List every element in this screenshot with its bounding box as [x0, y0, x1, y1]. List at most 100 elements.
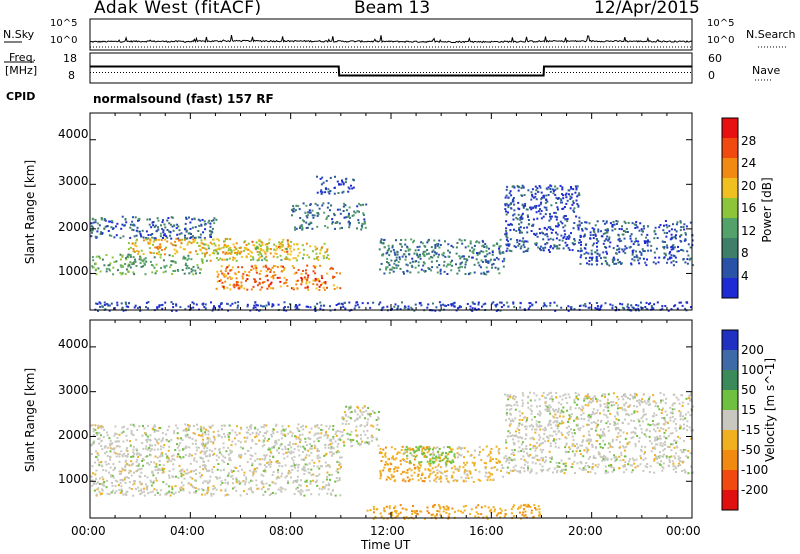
power-cell [594, 234, 597, 237]
power-cell [108, 264, 111, 266]
velocity-cell [159, 448, 162, 451]
velocity-cell [113, 434, 116, 437]
velocity-cell [529, 448, 532, 451]
power-cell [672, 244, 675, 246]
power-cell [546, 235, 549, 238]
velocity-cell [379, 450, 382, 453]
power-cell [245, 244, 248, 246]
velocity-cell [151, 471, 154, 474]
power-cell [649, 302, 652, 305]
power-cell [566, 220, 569, 223]
velocity-cell [97, 431, 100, 434]
velocity-cell [389, 467, 392, 470]
velocity-cell [310, 445, 313, 447]
velocity-cell [127, 477, 130, 479]
power-cell [664, 305, 667, 307]
power-cell [682, 226, 685, 228]
power-cell [520, 214, 523, 217]
velocity-cell [296, 479, 299, 482]
power-cell [149, 218, 151, 221]
power-cell [596, 307, 599, 310]
power-cell [638, 229, 641, 232]
power-cell [308, 256, 311, 259]
velocity-cell [224, 488, 227, 491]
power-cell [316, 247, 319, 250]
velocity-cell [630, 431, 633, 434]
power-cell [616, 258, 619, 261]
velocity-cell [338, 437, 341, 440]
power-cell [213, 217, 216, 220]
velocity-cell [642, 408, 645, 411]
power-cell [654, 256, 657, 259]
velocity-cell [207, 433, 210, 436]
power-cell [498, 272, 501, 275]
velocity-cell [321, 488, 324, 491]
velocity-cell [138, 480, 141, 483]
velocity-cell [128, 486, 131, 489]
power-cell [379, 301, 382, 304]
power-cell [96, 222, 99, 225]
power-cell [90, 225, 93, 228]
velocity-cell [567, 457, 570, 460]
power-cell [575, 199, 578, 202]
velocity-cell [104, 446, 106, 449]
velocity-cell [659, 442, 662, 444]
velocity-cell [180, 486, 183, 489]
power-cell [255, 303, 258, 306]
velocity-cell [391, 457, 394, 460]
power-cell [163, 266, 166, 269]
velocity-cell [101, 476, 104, 479]
velocity-cell [228, 458, 231, 461]
power-cell [386, 251, 389, 254]
power-cell [657, 261, 660, 264]
velocity-cell [126, 454, 129, 457]
velocity-cell [261, 482, 264, 484]
power-cell [142, 253, 145, 255]
velocity-cell [548, 421, 551, 424]
power-cell [561, 193, 563, 195]
power-cell [239, 251, 242, 254]
power-cell [345, 177, 348, 180]
velocity-cell [523, 463, 526, 466]
power-cell [223, 273, 226, 276]
velocity-cell [361, 407, 364, 409]
power-cell [625, 247, 628, 250]
velocity-cell [227, 493, 230, 496]
power-cell [684, 307, 687, 310]
power-cell [283, 250, 286, 253]
velocity-cell [95, 431, 98, 434]
power-cell [179, 246, 182, 249]
velocity-cell [146, 485, 149, 488]
velocity-cell [667, 465, 670, 467]
power-cell [526, 226, 529, 229]
power-cell [441, 253, 444, 256]
velocity-cell [491, 473, 494, 476]
power-cell [104, 219, 107, 222]
power-cell [216, 275, 219, 278]
velocity-cell [544, 440, 547, 443]
velocity-cell [444, 455, 447, 458]
power-cell [510, 202, 513, 205]
power-cell [202, 302, 205, 305]
power-cell [391, 246, 394, 249]
velocity-cell [158, 463, 161, 466]
velocity-cell [653, 428, 655, 431]
velocity-cell [227, 446, 230, 449]
velocity-cell [150, 481, 153, 484]
power-cell [435, 252, 438, 255]
velocity-cell [219, 469, 222, 472]
power-cell [393, 251, 396, 254]
velocity-cell [221, 428, 223, 431]
velocity-cell [122, 430, 125, 433]
velocity-cell [671, 460, 674, 463]
velocity-cell [339, 463, 342, 466]
velocity-cell [100, 461, 103, 464]
power-cell [269, 283, 272, 286]
power-cell [633, 223, 636, 226]
power-cell [404, 258, 407, 261]
power-cell [509, 238, 512, 241]
velocity-cell [234, 437, 236, 440]
power-cell [513, 209, 516, 212]
power-cell [564, 224, 567, 227]
power-cell [165, 264, 168, 267]
